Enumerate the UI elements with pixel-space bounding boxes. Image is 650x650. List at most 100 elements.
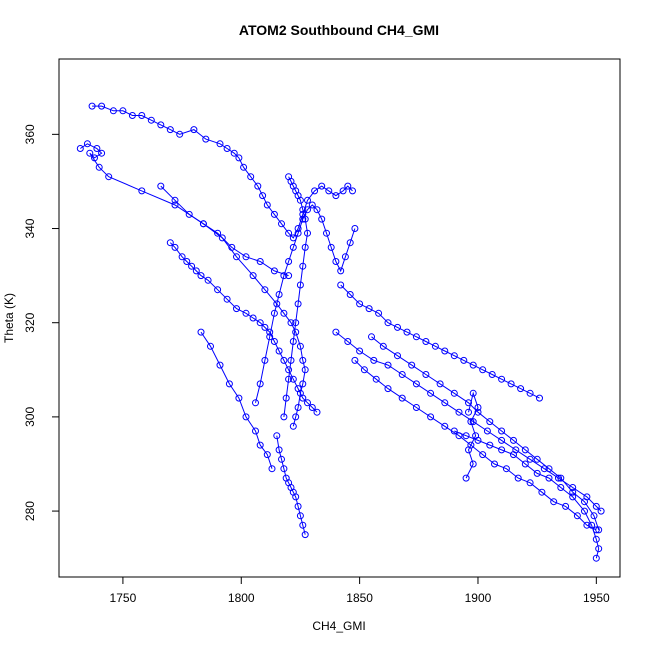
data-point [263, 451, 271, 459]
data-point [356, 300, 364, 308]
data-point [299, 394, 307, 402]
series-line [335, 331, 602, 512]
data-point [344, 338, 352, 345]
data-point [486, 441, 494, 449]
data-point [204, 276, 212, 284]
data-point [455, 408, 463, 416]
data-point [450, 389, 458, 397]
data-point [479, 366, 487, 374]
data-point [427, 413, 435, 421]
series-line [454, 430, 600, 559]
data-point [474, 404, 482, 411]
x-tick-label: 1800 [228, 591, 255, 605]
data-point [233, 305, 240, 313]
data-point [183, 258, 191, 265]
data-point [138, 112, 146, 119]
data-point [403, 328, 411, 336]
series-line [160, 185, 289, 277]
data-point [249, 272, 257, 280]
data-point [545, 465, 553, 473]
data-point [344, 182, 352, 190]
y-tick-label: 300 [23, 407, 37, 427]
series-13 [157, 182, 293, 280]
data-point [256, 319, 264, 327]
data-point [261, 356, 269, 364]
data-point [240, 163, 248, 171]
series-4 [252, 201, 359, 407]
data-point [280, 272, 288, 280]
data-point [308, 201, 316, 209]
data-point [356, 347, 364, 355]
data-point [507, 380, 515, 388]
data-point [105, 173, 113, 181]
data-point [538, 488, 546, 496]
data-point [252, 399, 259, 407]
data-point [233, 253, 240, 261]
data-point [517, 385, 525, 393]
data-point [488, 371, 496, 378]
data-point [465, 446, 472, 454]
data-point [412, 380, 420, 388]
data-point [502, 465, 510, 473]
data-point [256, 441, 264, 449]
data-point [479, 451, 487, 459]
data-point [282, 394, 290, 402]
series-10 [368, 333, 603, 534]
y-axis: 280 300 320 340 360 [23, 124, 60, 521]
data-point [408, 361, 416, 369]
data-point [398, 371, 406, 378]
data-point [592, 502, 600, 510]
data-point [197, 272, 205, 280]
data-point [285, 375, 293, 383]
data-point [95, 163, 103, 171]
data-point [550, 498, 558, 506]
series-line [255, 204, 356, 403]
data-point [178, 253, 186, 261]
data-point [337, 281, 345, 289]
data-point [557, 484, 565, 491]
data-point [588, 521, 596, 529]
data-point [573, 512, 581, 520]
data-point [469, 389, 477, 397]
data-point [526, 455, 534, 463]
data-point [301, 243, 309, 251]
data-point [467, 418, 475, 426]
data-point [323, 229, 330, 237]
data-point [275, 291, 283, 298]
data-point [465, 399, 472, 407]
data-point [394, 323, 401, 331]
data-point [98, 149, 106, 157]
data-point [214, 286, 222, 294]
data-point [545, 474, 553, 482]
data-point [83, 140, 91, 148]
data-point [278, 455, 285, 463]
data-point [292, 319, 300, 327]
data-point [332, 192, 340, 200]
data-point [339, 187, 347, 195]
data-point [299, 380, 307, 388]
data-point [379, 342, 387, 350]
data-point [441, 399, 449, 407]
data-point [294, 300, 302, 308]
data-point [268, 465, 276, 473]
data-point [325, 187, 333, 195]
data-point [431, 342, 439, 350]
data-point [368, 333, 375, 341]
data-point [304, 206, 311, 214]
data-point [214, 229, 222, 237]
series-9 [351, 356, 600, 534]
x-axis-label: CH4_GMI [312, 619, 365, 633]
series-2 [76, 140, 309, 430]
data-point [138, 187, 146, 195]
data-point [275, 446, 283, 454]
data-point [412, 333, 420, 341]
data-point [465, 408, 472, 416]
data-point [285, 229, 293, 237]
data-point [185, 210, 193, 218]
data-point [540, 465, 548, 473]
data-point [289, 338, 297, 345]
data-point [498, 436, 506, 444]
series-line [354, 360, 597, 531]
data-point [441, 347, 449, 355]
